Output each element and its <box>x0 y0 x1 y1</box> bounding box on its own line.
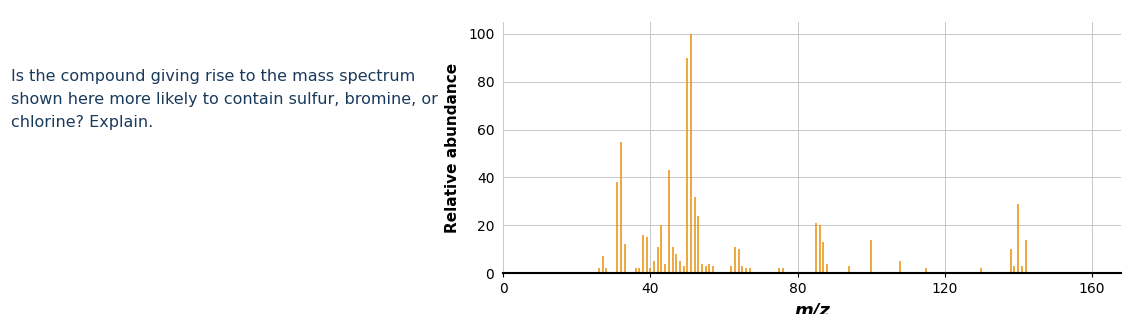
X-axis label: m/z: m/z <box>794 302 831 314</box>
Y-axis label: Relative abundance: Relative abundance <box>445 62 460 233</box>
Text: Is the compound giving rise to the mass spectrum
shown here more likely to conta: Is the compound giving rise to the mass … <box>11 69 438 130</box>
